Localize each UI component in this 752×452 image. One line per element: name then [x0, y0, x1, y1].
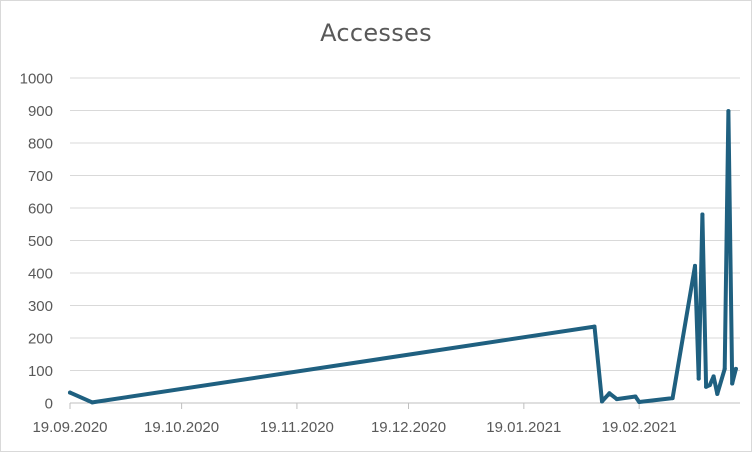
data-point	[696, 376, 701, 381]
series-group	[68, 109, 738, 405]
data-point	[90, 400, 95, 405]
y-tick-label: 900	[28, 103, 53, 120]
y-tick-label: 400	[28, 266, 53, 283]
data-point	[715, 391, 720, 396]
y-tick-label: 300	[28, 298, 53, 315]
data-point	[600, 399, 604, 404]
y-tick-label: 600	[28, 201, 53, 218]
data-point	[633, 394, 638, 399]
y-tick-label: 1000	[20, 71, 53, 88]
data-point	[707, 383, 712, 388]
data-point	[693, 263, 697, 268]
y-tick-label: 0	[45, 396, 53, 413]
y-tick-label: 100	[28, 363, 53, 380]
x-axis-tick-labels: 19.09.2020 19.10.2020 19.11.2020 19.12.2020…	[32, 419, 676, 436]
data-point	[637, 400, 642, 404]
y-tick-label: 500	[28, 233, 53, 250]
data-point	[700, 212, 705, 217]
series-line-0	[68, 109, 738, 405]
y-tick-label: 800	[28, 136, 53, 153]
chart-title: Accesses	[320, 19, 432, 47]
y-axis-tick-labels: 0 100 200 300 400 500 600 700 800 900 1000	[20, 71, 53, 413]
data-point	[711, 374, 716, 379]
data-point	[704, 384, 709, 389]
x-axis	[69, 402, 740, 409]
x-tick-label: 19.09.2020	[32, 419, 107, 436]
data-point	[614, 397, 619, 402]
data-point	[592, 324, 597, 329]
x-tick-label: 19.01.2021	[486, 419, 561, 436]
data-point	[730, 381, 735, 386]
data-point	[722, 366, 727, 371]
data-point	[607, 391, 612, 396]
x-tick-label: 19.11.2020	[260, 419, 334, 436]
x-tick-label: 19.12.2020	[371, 419, 446, 436]
y-tick-label: 700	[28, 168, 53, 185]
data-point	[68, 390, 72, 395]
data-point	[670, 396, 675, 401]
x-tick-label: 19.02.2021	[602, 419, 677, 436]
data-point	[726, 109, 731, 114]
gridlines	[70, 77, 740, 371]
data-point	[733, 366, 738, 371]
y-tick-label: 200	[28, 331, 53, 348]
x-tick-label: 19.10.2020	[144, 419, 219, 436]
